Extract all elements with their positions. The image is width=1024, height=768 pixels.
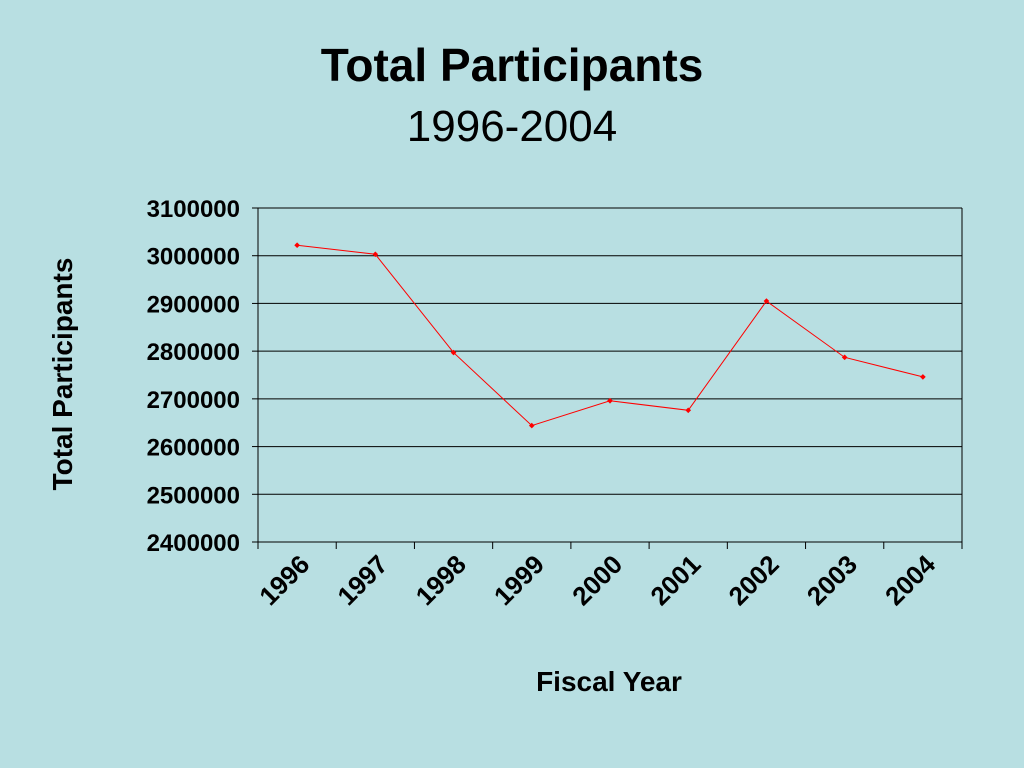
y-tick-label: 2800000 bbox=[147, 339, 240, 366]
x-tick-label: 2003 bbox=[801, 549, 863, 611]
data-point bbox=[294, 242, 300, 249]
x-tick-label: 1999 bbox=[488, 549, 550, 611]
y-tick-label: 3100000 bbox=[147, 196, 240, 223]
x-tick-label: 2001 bbox=[644, 549, 706, 611]
y-tick-label: 2400000 bbox=[147, 530, 240, 557]
x-tick-label: 1997 bbox=[331, 549, 393, 611]
y-tick-label: 3000000 bbox=[147, 244, 240, 271]
x-tick-label: 2002 bbox=[723, 549, 785, 611]
data-point bbox=[920, 374, 926, 380]
chart-title: Total Participants bbox=[320, 39, 704, 91]
data-point bbox=[607, 397, 613, 404]
chart-subtitle: 1996-2004 bbox=[406, 102, 618, 151]
y-axis-label: Total Participants bbox=[47, 258, 78, 491]
x-axis-label: Fiscal Year bbox=[536, 666, 682, 697]
data-point bbox=[841, 354, 848, 361]
y-tick-label: 2900000 bbox=[147, 291, 240, 318]
data-point bbox=[450, 349, 457, 356]
x-tick-label: 2000 bbox=[566, 549, 628, 611]
x-tick-label: 2004 bbox=[879, 549, 941, 611]
y-tick-label: 2500000 bbox=[147, 482, 240, 509]
data-point bbox=[685, 407, 692, 414]
y-tick-label: 2600000 bbox=[147, 435, 240, 462]
x-tick-label: 1996 bbox=[253, 549, 315, 611]
data-point bbox=[528, 422, 535, 429]
y-tick-label: 2700000 bbox=[147, 387, 240, 414]
data-point bbox=[763, 298, 770, 304]
x-tick-label: 1998 bbox=[410, 549, 472, 611]
